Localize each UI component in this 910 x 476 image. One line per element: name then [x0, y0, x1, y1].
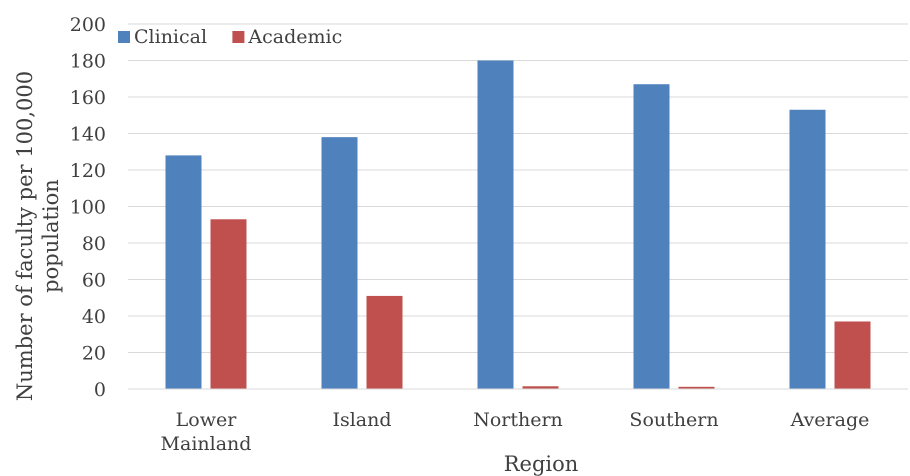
bar-academic-lower-mainland [210, 219, 247, 389]
bars [165, 60, 871, 390]
bar-academic-southern [678, 386, 715, 389]
bar-clinical-island [321, 137, 358, 389]
bar-clinical-northern [477, 60, 514, 389]
gridlines [128, 23, 908, 353]
y-tick-label: 40 [82, 306, 106, 328]
bar-clinical-lower-mainland [165, 155, 202, 389]
y-tick-label: 140 [70, 124, 106, 146]
x-tick-label: Island [332, 409, 391, 431]
y-tick-label: 100 [70, 197, 106, 219]
y-axis-title: Number of faculty per 100,000population [13, 71, 63, 401]
y-axis-ticks: 0 20 40 60 80 100 120 140 160 180 200 [70, 14, 106, 401]
y-tick-label: 120 [70, 160, 106, 182]
legend-label-clinical: Clinical [134, 26, 207, 48]
bar-clinical-southern [633, 84, 670, 389]
x-axis-title: Region [504, 452, 579, 476]
y-tick-label: 160 [70, 87, 106, 109]
x-tick-label: Northern [473, 409, 563, 431]
x-tick-label: Southern [629, 409, 718, 431]
x-tick-label: Lower Mainland [161, 409, 252, 455]
bar-academic-northern [522, 386, 559, 389]
x-axis-ticks: Lower Mainland Island Northern Southern Avera… [161, 409, 870, 455]
y-tick-label: 0 [94, 379, 106, 401]
legend-label-academic: Academic [247, 26, 342, 48]
x-tick-label: Average [790, 409, 870, 431]
legend-swatch-academic [232, 31, 245, 43]
y-tick-label: 20 [82, 343, 106, 365]
bar-academic-island [366, 295, 403, 389]
y-tick-label: 80 [82, 233, 106, 255]
bar-academic-average [834, 321, 871, 389]
legend: Clinical Academic [118, 26, 342, 48]
bar-clinical-average [789, 109, 826, 390]
y-tick-label: 60 [82, 270, 106, 292]
y-tick-label: 180 [70, 51, 106, 73]
legend-swatch-clinical [118, 31, 130, 43]
y-tick-label: 200 [70, 14, 106, 36]
